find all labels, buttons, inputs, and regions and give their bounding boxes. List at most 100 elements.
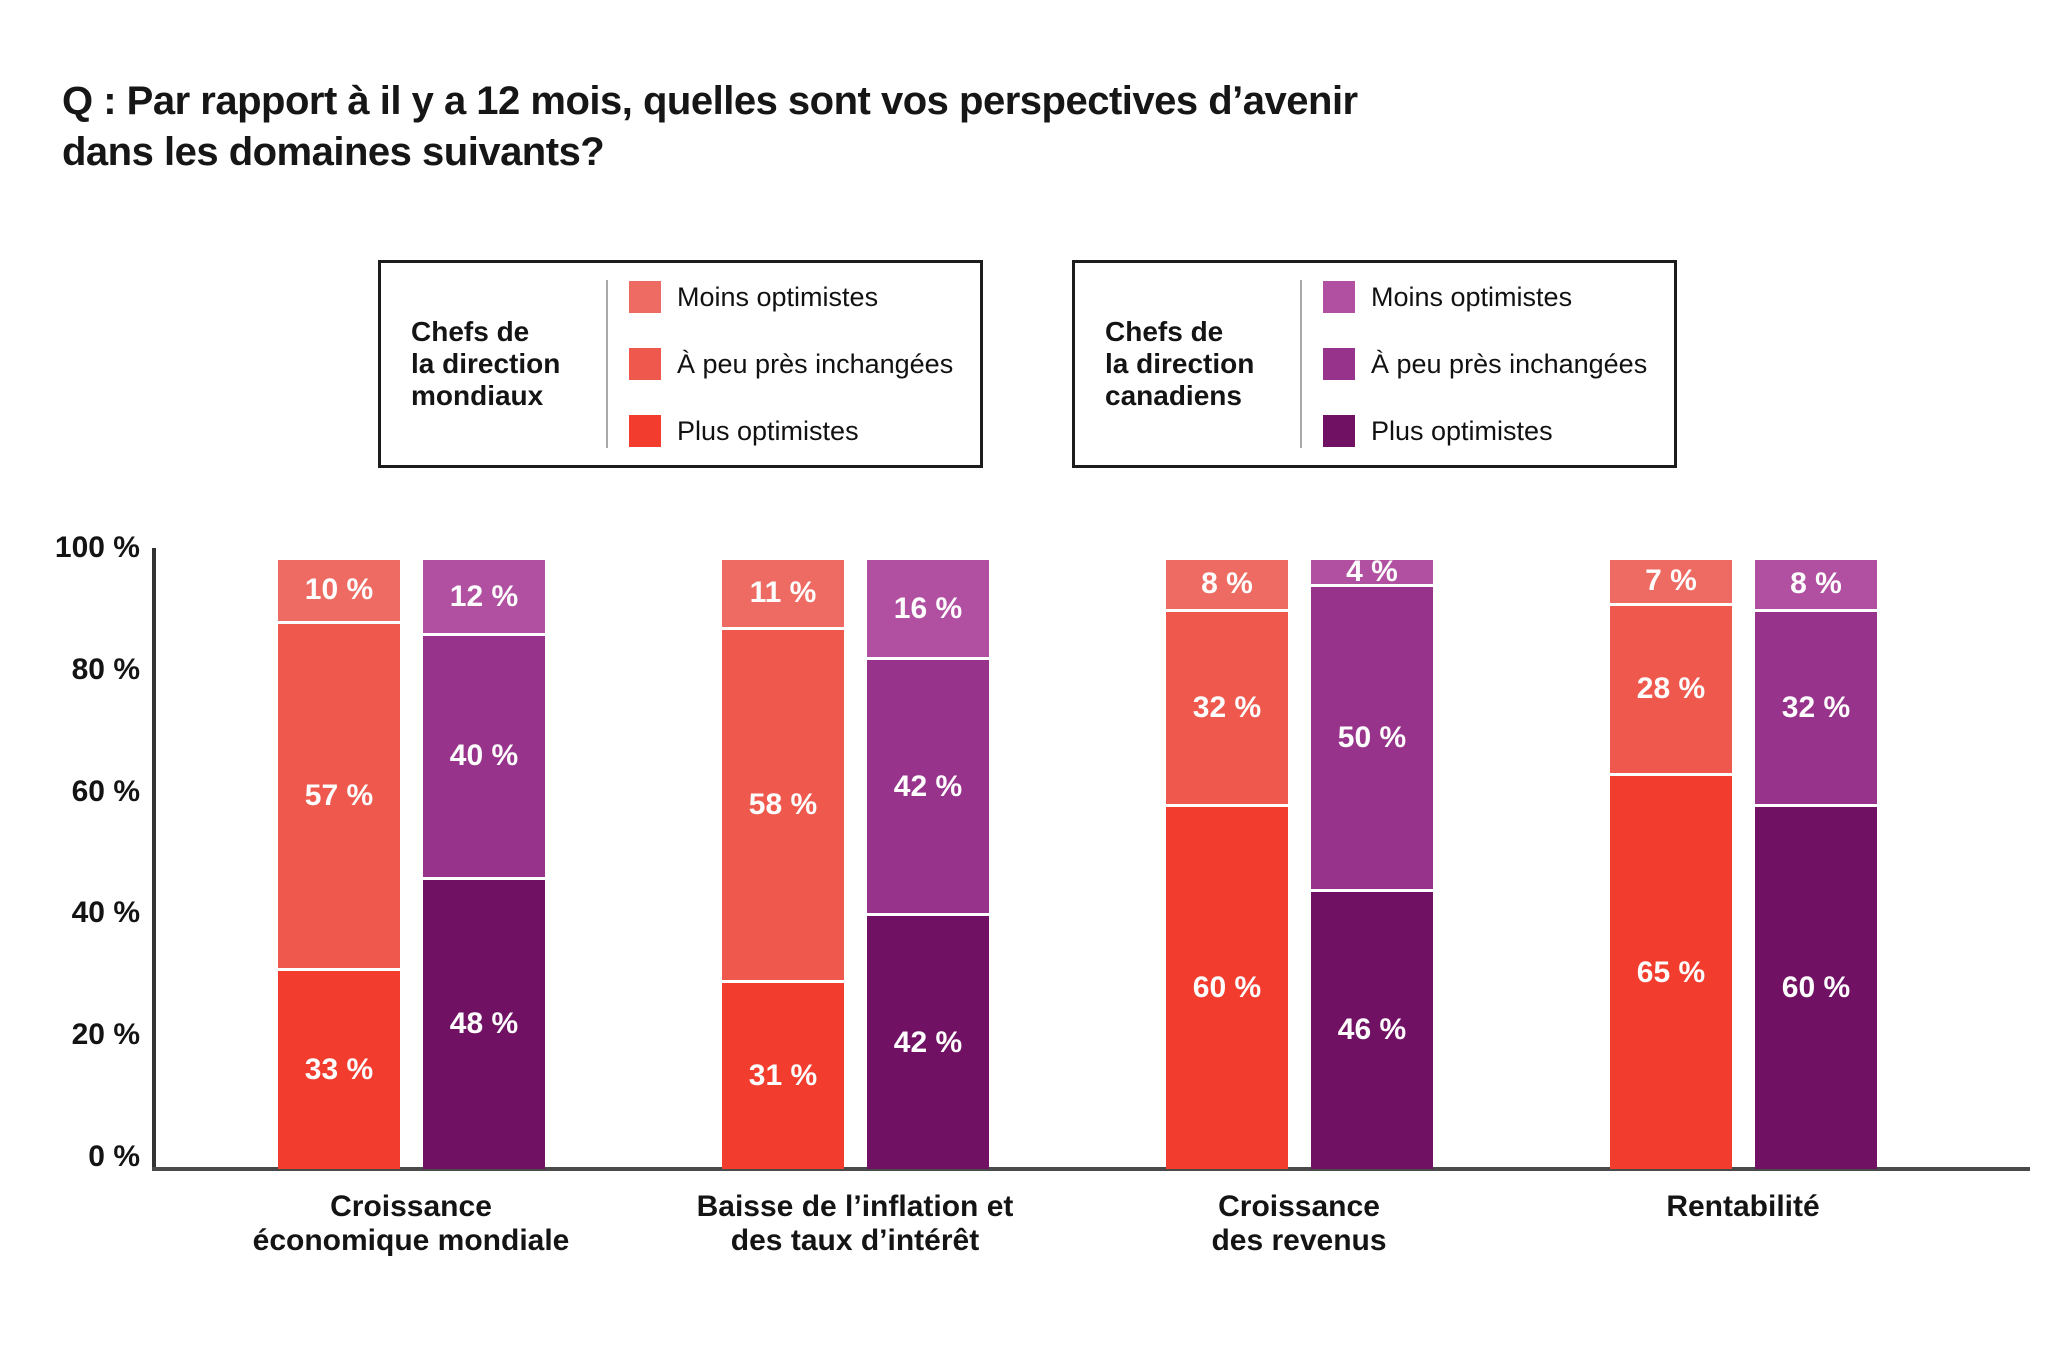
bar-segment: 57 % [278,620,400,969]
segment-value-label: 57 % [304,778,374,812]
segment-value-label: 48 % [449,1007,519,1041]
category-label: Croissance économique mondiale [252,1190,570,1257]
legend-canadian-ceos: Chefs de la direction canadiens Moins op… [1072,260,1677,468]
y-tick-label: 20 % [71,1018,140,1052]
y-tick-label: 0 % [88,1140,140,1173]
y-axis-line [152,548,156,1171]
segment-value-label: 31 % [748,1059,818,1093]
legend-item-label: Moins optimistes [677,281,879,312]
bar-global-ceos: 7 % 28 % 65 % [1610,560,1732,1169]
bar-canadian-ceos: 12 % 40 % 48 % [423,560,545,1169]
segment-value-label: 28 % [1636,672,1706,706]
bar-canadian-ceos: 8 % 32 % 60 % [1755,560,1877,1169]
y-tick-label: 60 % [71,774,140,808]
bar-segment: 10 % [278,560,400,621]
legend-global-ceos: Chefs de la direction mondiaux Moins opt… [378,260,983,468]
legend-item: Plus optimistes [629,415,970,447]
bar-segment: 31 % [722,980,844,1169]
legend-swatch [629,415,661,447]
bar-segment: 11 % [722,560,844,627]
legend-item-label: À peu près inchangées [677,348,954,379]
legend-item: À peu près inchangées [1323,348,1664,380]
segment-value-label: 16 % [893,591,963,625]
legend-swatch [629,348,661,380]
legend-canadian-title: Chefs de la direction canadiens [1105,316,1255,411]
segment-value-label: 7 % [1645,564,1697,598]
bar-segment: 12 % [423,560,545,634]
segment-value-label: 11 % [749,576,817,610]
segment-value-label: 8 % [1790,567,1842,601]
bar-segment: 60 % [1755,803,1877,1169]
chart-question-title: Q : Par rapport à il y a 12 mois, quelle… [62,79,1358,174]
y-tick-label: 100 % [54,531,140,564]
legend-item: Moins optimistes [629,281,970,313]
segment-value-label: 33 % [304,1053,374,1086]
legend-divider [606,280,608,448]
legend-item-label: Plus optimistes [1371,415,1553,446]
bar-segment: 28 % [1610,602,1732,774]
bar-segment: 42 % [867,657,989,914]
bar-segment: 48 % [423,876,545,1169]
legend-swatch [1323,281,1355,313]
legend-canadian-items: Moins optimistes À peu près inchangées Plu… [1323,263,1664,465]
segment-value-label: 42 % [893,1025,963,1059]
legend-item: Plus optimistes [1323,415,1664,447]
y-tick-label: 80 % [71,652,140,686]
segment-value-label: 4 % [1346,555,1398,589]
bar-pair: 8 % 32 % 60 % 4 % 50 % 46 % [1166,555,1433,1169]
segment-value-label: 60 % [1781,970,1851,1004]
bar-segment: 40 % [423,633,545,877]
segment-value-label: 32 % [1192,690,1262,724]
bar-segment: 8 % [1166,560,1288,609]
bar-global-ceos: 11 % 58 % 31 % [722,560,844,1169]
y-tick-label: 40 % [71,896,140,930]
bar-segment: 32 % [1755,608,1877,804]
bar-segment: 46 % [1311,888,1433,1169]
segment-value-label: 60 % [1192,970,1262,1004]
bar-segment: 58 % [722,626,844,981]
legend-item-label: Moins optimistes [1371,281,1573,312]
bar-segment: 65 % [1610,773,1732,1169]
segment-value-label: 40 % [449,739,519,773]
bar-segment: 8 % [1755,560,1877,609]
category-label: Croissance des revenus [1211,1190,1387,1257]
bar-segment: 16 % [867,560,989,658]
legend-item-label: À peu près inchangées [1371,348,1648,379]
legend-swatch [629,281,661,313]
segment-value-label: 8 % [1201,567,1253,601]
legend-item: À peu près inchangées [629,348,970,380]
legend-divider [1300,280,1302,448]
segment-value-label: 10 % [304,573,374,607]
legend-global-items: Moins optimistes À peu près inchangées Plu… [629,263,970,465]
bar-segment: 42 % [867,913,989,1169]
x-axis-line [152,1167,2030,1171]
bar-global-ceos: 10 % 57 % 33 % [278,560,400,1169]
bar-segment: 50 % [1311,584,1433,889]
bar-canadian-ceos: 16 % 42 % 42 % [867,560,989,1169]
legend-item-label: Plus optimistes [677,415,859,446]
legend-item: Moins optimistes [1323,281,1664,313]
bar-segment: 33 % [278,968,400,1169]
bar-global-ceos: 8 % 32 % 60 % [1166,560,1288,1169]
segment-value-label: 46 % [1337,1013,1407,1047]
segment-value-label: 42 % [893,769,963,803]
bar-pair: 10 % 57 % 33 % 12 % 40 % 48 % [278,560,545,1169]
bar-segment: 4 % [1311,555,1433,589]
segment-value-label: 65 % [1636,955,1706,989]
legend-global-title: Chefs de la direction mondiaux [411,316,561,411]
bar-segment: 7 % [1610,560,1732,603]
segment-value-label: 50 % [1337,721,1407,755]
bar-segment: 32 % [1166,608,1288,804]
bar-canadian-ceos: 4 % 50 % 46 % [1311,555,1433,1169]
legend-swatch [1323,348,1355,380]
legend-swatch [1323,415,1355,447]
bar-pair: 11 % 58 % 31 % 16 % 42 % 42 % [722,560,989,1169]
category-label: Rentabilité [1666,1190,1820,1223]
bar-segment: 60 % [1166,803,1288,1169]
bar-pair: 7 % 28 % 65 % 8 % 32 % 60 % [1610,560,1877,1169]
category-label: Baisse de l’inflation et des taux d’inté… [696,1190,1014,1257]
segment-value-label: 58 % [748,788,818,822]
segment-value-label: 32 % [1781,690,1851,724]
